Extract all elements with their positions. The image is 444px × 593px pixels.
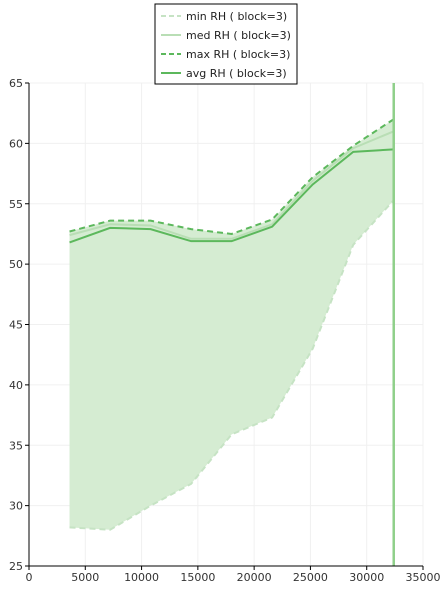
series-lines	[69, 118, 395, 531]
x-tick-label: 0	[26, 571, 33, 584]
y-tick-label: 55	[9, 198, 23, 211]
legend-label: med RH ( block=3)	[186, 29, 291, 42]
series-line	[69, 148, 394, 244]
x-tick-label: 10000	[124, 571, 159, 584]
y-tick-label: 30	[9, 500, 23, 513]
x-tick-label: 15000	[180, 571, 215, 584]
legend-label: avg RH ( block=3)	[186, 67, 287, 80]
legend-label: min RH ( block=3)	[186, 10, 287, 23]
legend-box	[154, 3, 298, 85]
y-tick-label: 65	[9, 77, 23, 90]
axes: 25 30 35 40 45 50 55 60 65 0 5000 10000 15000 20000 25…	[9, 77, 441, 584]
y-tick-label: 50	[9, 258, 23, 271]
x-tick-label: 25000	[293, 571, 328, 584]
y-tick-label: 25	[9, 560, 23, 573]
legend-label: max RH ( block=3)	[186, 48, 290, 61]
y-tick-label: 35	[9, 439, 23, 452]
y-tick-label: 45	[9, 319, 23, 332]
series-line	[69, 130, 395, 240]
y-tick-label: 60	[9, 137, 23, 150]
x-tick-label: 5000	[71, 571, 99, 584]
range-fill	[69, 119, 394, 530]
y-tick-label: 40	[9, 379, 23, 392]
x-tick-label: 20000	[237, 571, 272, 584]
min-max-range-area	[69, 119, 394, 530]
series-line	[69, 118, 395, 235]
x-tick-label: 35000	[406, 571, 441, 584]
legend: min RH ( block=3) med RH ( block=3) max RH…	[154, 3, 298, 85]
series-line	[69, 199, 395, 531]
x-tick-label: 30000	[349, 571, 384, 584]
